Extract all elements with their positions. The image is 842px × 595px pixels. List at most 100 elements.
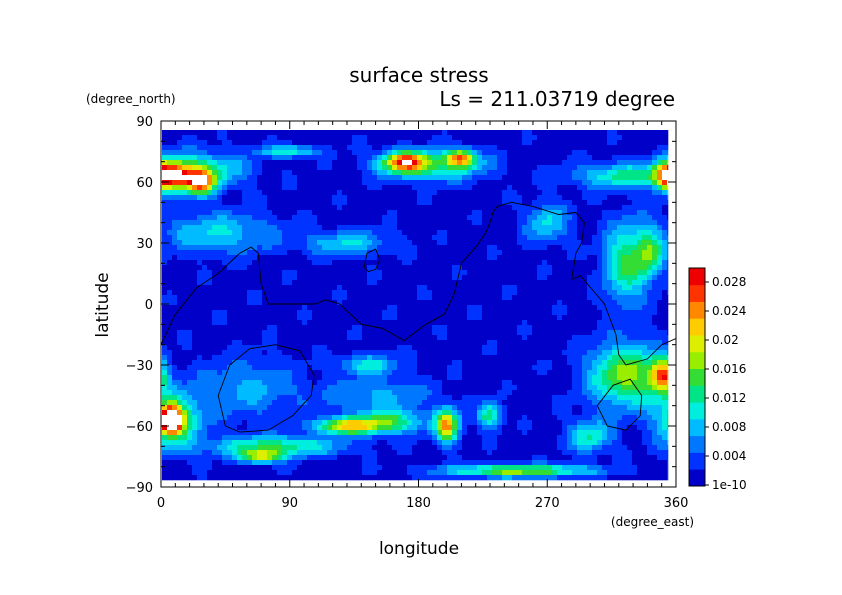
heatmap-cell (562, 135, 568, 141)
heatmap-cell (492, 155, 498, 161)
heatmap-cell (437, 350, 443, 356)
heatmap-cell (162, 365, 168, 371)
heatmap-cell (622, 355, 628, 361)
heatmap-cell (522, 265, 528, 271)
heatmap-cell (617, 330, 623, 336)
heatmap-cell (277, 260, 283, 266)
heatmap-cell (387, 350, 393, 356)
heatmap-cell (282, 135, 288, 141)
heatmap-cell (312, 145, 318, 151)
heatmap-cell (162, 265, 168, 271)
heatmap-cell (547, 170, 553, 176)
heatmap-cell (442, 135, 448, 141)
heatmap-cell (577, 190, 583, 196)
heatmap-cell (402, 365, 408, 371)
heatmap-cell (612, 245, 618, 251)
heatmap-cell (507, 135, 513, 141)
heatmap-cell (612, 210, 618, 216)
heatmap-cell (522, 235, 528, 241)
heatmap-cell (417, 260, 423, 266)
heatmap-cell (592, 260, 598, 266)
heatmap-cell (592, 270, 598, 276)
heatmap-cell (292, 300, 298, 306)
heatmap-cell (237, 195, 243, 201)
heatmap-cell (262, 230, 268, 236)
heatmap-cell (492, 265, 498, 271)
heatmap-cell (587, 140, 593, 146)
heatmap-cell (227, 170, 233, 176)
heatmap-cell (487, 325, 493, 331)
heatmap-cell (527, 330, 533, 336)
heatmap-cell (197, 335, 203, 341)
heatmap-cell (607, 305, 613, 311)
heatmap-cell (512, 225, 518, 231)
heatmap-cell (602, 345, 608, 351)
heatmap-cell (187, 215, 193, 221)
heatmap-cell (577, 370, 583, 376)
heatmap-cell (597, 320, 603, 326)
heatmap-cell (207, 170, 213, 176)
heatmap-cell (302, 260, 308, 266)
heatmap-cell (632, 215, 638, 221)
heatmap-cell (252, 145, 258, 151)
heatmap-cell (462, 315, 468, 321)
heatmap-cell (312, 365, 318, 371)
heatmap-cell (542, 205, 548, 211)
heatmap-cell (507, 305, 513, 311)
heatmap-cell (467, 195, 473, 201)
heatmap-cell (392, 170, 398, 176)
heatmap-cell (462, 300, 468, 306)
heatmap-cell (202, 370, 208, 376)
heatmap-cell (207, 240, 213, 246)
heatmap-cell (447, 220, 453, 226)
heatmap-cell (652, 330, 658, 336)
heatmap-cell (337, 315, 343, 321)
heatmap-cell (332, 160, 338, 166)
heatmap-cell (217, 255, 223, 261)
heatmap-cell (287, 145, 293, 151)
heatmap-cell (212, 170, 218, 176)
heatmap-cell (512, 280, 518, 286)
heatmap-cell (607, 210, 613, 216)
heatmap-cell (382, 350, 388, 356)
heatmap-cell (562, 195, 568, 201)
heatmap-cell (242, 280, 248, 286)
heatmap-cell (412, 225, 418, 231)
heatmap-cell (242, 295, 248, 301)
heatmap-cell (352, 300, 358, 306)
heatmap-cell (532, 195, 538, 201)
heatmap-cell (587, 340, 593, 346)
heatmap-cell (517, 220, 523, 226)
heatmap-cell (342, 170, 348, 176)
heatmap-cell (337, 200, 343, 206)
heatmap-cell (477, 210, 483, 216)
heatmap-cell (442, 340, 448, 346)
heatmap-cell (247, 325, 253, 331)
heatmap-cell (572, 365, 578, 371)
heatmap-cell (252, 235, 258, 241)
heatmap-cell (642, 210, 648, 216)
heatmap-cell (262, 235, 268, 241)
heatmap-cell (172, 275, 178, 281)
heatmap-cell (187, 255, 193, 261)
heatmap-cell (452, 245, 458, 251)
heatmap-cell (307, 225, 313, 231)
heatmap-cell (467, 130, 473, 136)
heatmap-cell (542, 240, 548, 246)
heatmap-cell (507, 225, 513, 231)
heatmap-cell (432, 330, 438, 336)
heatmap-cell (227, 230, 233, 236)
heatmap-cell (602, 140, 608, 146)
heatmap-cell (572, 355, 578, 361)
heatmap-cell (657, 295, 663, 301)
heatmap-cell (622, 335, 628, 341)
heatmap-cell (667, 345, 669, 351)
heatmap-cell (392, 255, 398, 261)
heatmap-cell (517, 155, 523, 161)
heatmap-cell (467, 325, 473, 331)
heatmap-cell (392, 360, 398, 366)
heatmap-cell (572, 230, 578, 236)
heatmap-cell (567, 185, 573, 191)
heatmap-cell (532, 335, 538, 341)
heatmap-cell (352, 135, 358, 141)
